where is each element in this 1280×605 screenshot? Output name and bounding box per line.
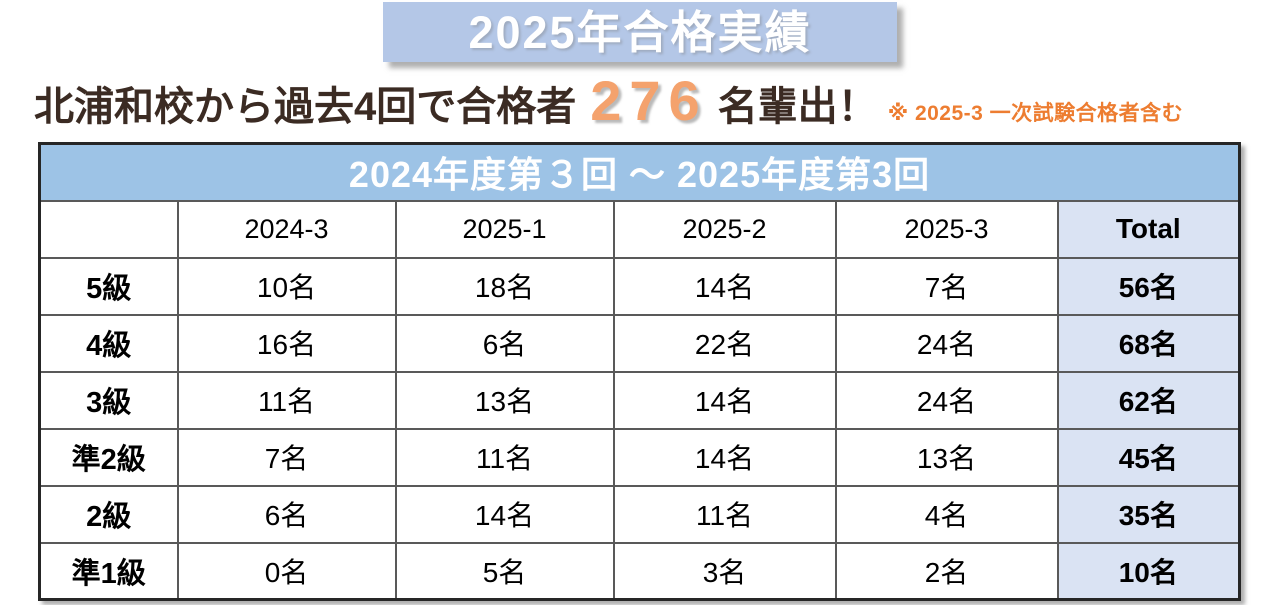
- cell-value: 3名: [612, 541, 837, 601]
- results-table: 2024年度第３回 ～ 2025年度第3回 2024-3 2025-1 2025…: [38, 142, 1242, 601]
- row-label-pre-grade2: 準2級: [38, 427, 179, 487]
- table-row: 5級 10名 18名 14名 7名 56名: [38, 256, 1241, 316]
- cell-value: 0名: [176, 541, 397, 601]
- row-label-grade2: 2級: [38, 484, 179, 544]
- cell-total: 10名: [1056, 541, 1241, 601]
- column-header-2024-3: 2024-3: [176, 199, 397, 259]
- cell-value: 24名: [834, 313, 1059, 373]
- cell-value: 13名: [834, 427, 1059, 487]
- column-header-total: Total: [1056, 199, 1241, 259]
- table-column-header-row: 2024-3 2025-1 2025-2 2025-3 Total: [38, 199, 1241, 259]
- cell-value: 22名: [612, 313, 837, 373]
- row-label-pre-grade1: 準1級: [38, 541, 179, 601]
- cell-value: 7名: [834, 256, 1059, 316]
- table-title: 2024年度第３回 ～ 2025年度第3回: [38, 142, 1241, 202]
- cell-value: 13名: [394, 370, 615, 430]
- cell-value: 24名: [834, 370, 1059, 430]
- column-header-2025-2: 2025-2: [612, 199, 837, 259]
- cell-value: 11名: [612, 484, 837, 544]
- table-row: 準1級 0名 5名 3名 2名 10名: [38, 541, 1241, 601]
- row-label-grade4: 4級: [38, 313, 179, 373]
- cell-value: 10名: [176, 256, 397, 316]
- cell-value: 6名: [176, 484, 397, 544]
- cell-total: 45名: [1056, 427, 1241, 487]
- cell-value: 18名: [394, 256, 615, 316]
- row-label-grade3: 3級: [38, 370, 179, 430]
- table-title-row: 2024年度第３回 ～ 2025年度第3回: [38, 142, 1241, 202]
- cell-value: 14名: [394, 484, 615, 544]
- table-row: 2級 6名 14名 11名 4名 35名: [38, 484, 1241, 544]
- title-banner: 2025年合格実績: [383, 2, 897, 62]
- table-row: 4級 16名 6名 22名 24名 68名: [38, 313, 1241, 373]
- cell-value: 11名: [176, 370, 397, 430]
- headline-suffix: 名輩出！: [717, 85, 878, 129]
- column-header-blank: [38, 199, 179, 259]
- cell-total: 35名: [1056, 484, 1241, 544]
- headline: 北浦和校から過去4回で合格者 276 名輩出！ ※ 2025-3 一次試験合格者…: [34, 68, 1274, 134]
- cell-total: 56名: [1056, 256, 1241, 316]
- cell-value: 14名: [612, 427, 837, 487]
- cell-value: 5名: [394, 541, 615, 601]
- cell-value: 11名: [394, 427, 615, 487]
- page-title: 2025年合格実績: [468, 6, 812, 58]
- table-row: 準2級 7名 11名 14名 13名 45名: [38, 427, 1241, 487]
- headline-count: 276: [590, 69, 708, 132]
- column-header-2025-1: 2025-1: [394, 199, 615, 259]
- row-label-grade5: 5級: [38, 256, 179, 316]
- cell-total: 62名: [1056, 370, 1241, 430]
- cell-value: 2名: [834, 541, 1059, 601]
- cell-value: 6名: [394, 313, 615, 373]
- cell-value: 14名: [612, 370, 837, 430]
- column-header-2025-3: 2025-3: [834, 199, 1059, 259]
- cell-value: 16名: [176, 313, 397, 373]
- cell-value: 4名: [834, 484, 1059, 544]
- headline-note: ※ 2025-3 一次試験合格者含む: [887, 102, 1184, 125]
- cell-value: 7名: [176, 427, 397, 487]
- table-row: 3級 11名 13名 14名 24名 62名: [38, 370, 1241, 430]
- headline-prefix: 北浦和校から過去4回で合格者: [34, 85, 577, 129]
- cell-value: 14名: [612, 256, 837, 316]
- cell-total: 68名: [1056, 313, 1241, 373]
